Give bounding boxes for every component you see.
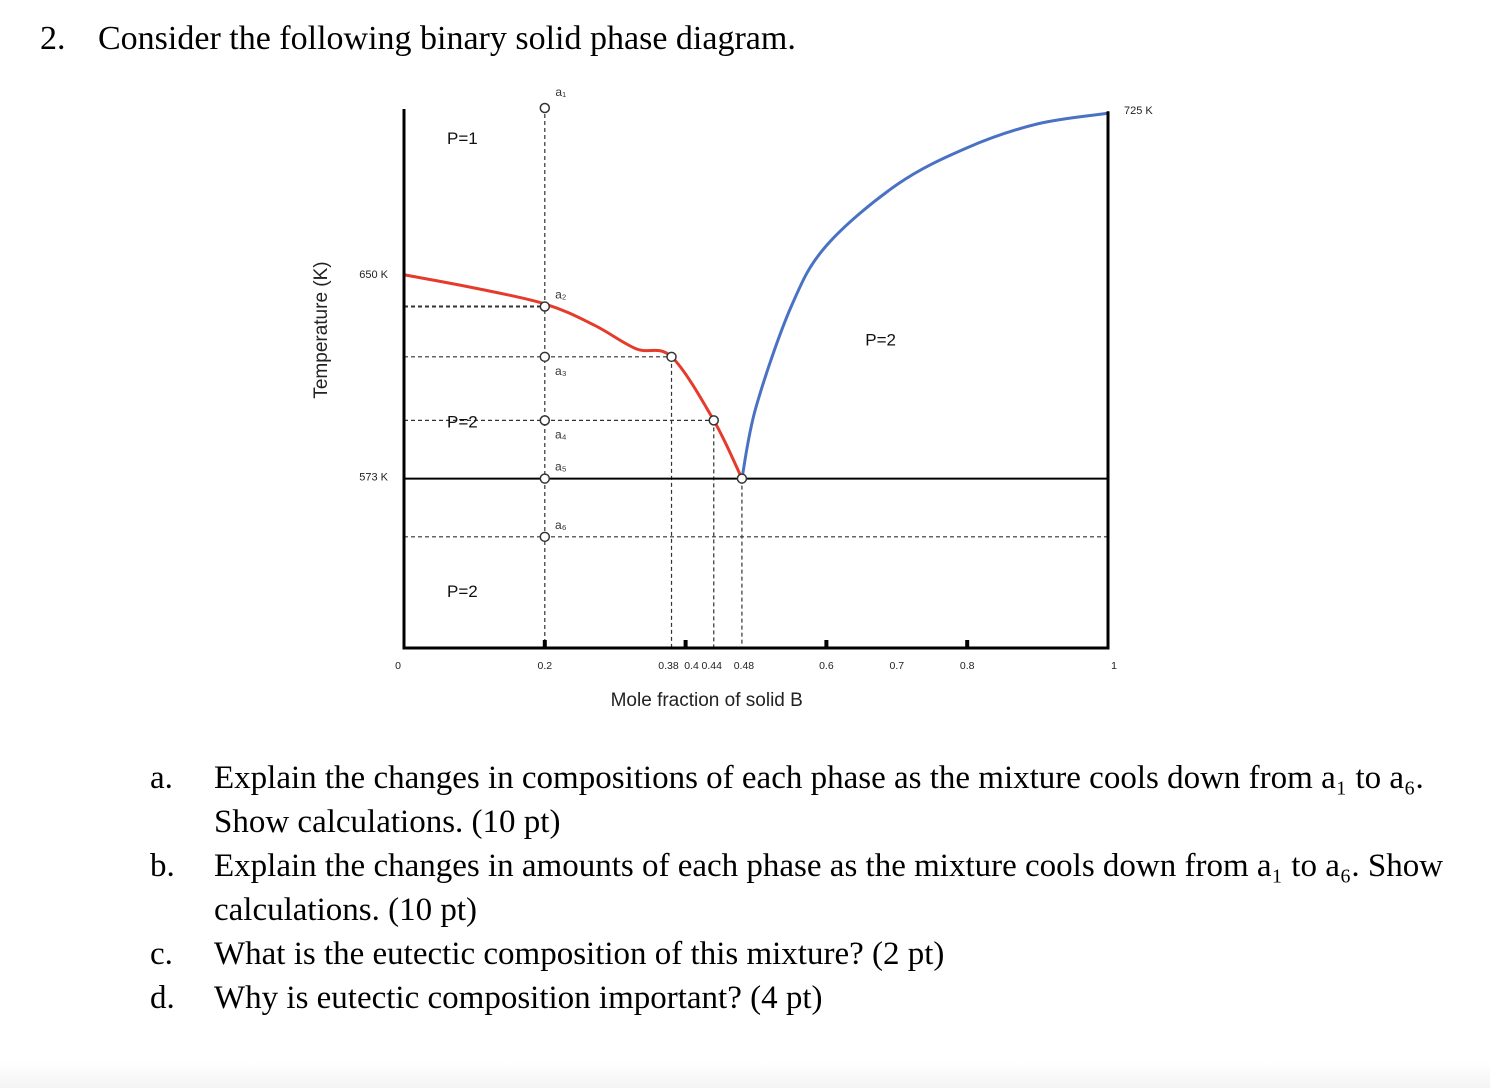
x-tick-mark (683, 640, 688, 648)
temp-label-650: 650 K (359, 269, 388, 281)
state-point-label: a₂ (555, 288, 567, 302)
liquidus-b-curve (740, 111, 1109, 479)
state-point-label: a₃ (555, 364, 567, 378)
state-points (539, 102, 748, 543)
state-point (539, 301, 551, 312)
subquestion-letter: d. (150, 980, 175, 1016)
subquestion-item: a. Explain the changes in compositions of… (150, 756, 1480, 844)
subquestion-letter: b. (150, 848, 175, 884)
state-point (539, 531, 551, 543)
region-label: P=2 (447, 412, 478, 431)
liquidus-intersection-point (708, 415, 720, 426)
state-point-label: a₁ (555, 85, 566, 99)
page-footer-band (0, 1062, 1490, 1088)
liquidus-intersection-point (666, 351, 677, 363)
subquestion-text: Explain the changes in amounts of each p… (214, 848, 1444, 928)
state-point (539, 415, 551, 426)
subquestion-list: a. Explain the changes in compositions of… (150, 756, 1480, 1020)
state-point (539, 102, 551, 114)
state-point (539, 351, 551, 363)
x-tick-label: 0.38 (658, 660, 679, 672)
subquestion-letter: c. (150, 936, 173, 972)
state-point-label: a₆ (555, 518, 567, 532)
subquestion-text: What is the eutectic composition of this… (214, 936, 945, 972)
question-prompt: Consider the following binary solid phas… (98, 20, 796, 57)
subquestion-item: c. What is the eutectic composition of th… (150, 932, 1480, 976)
x-tick-label: 0.4 (684, 660, 699, 672)
region-label: P=2 (865, 330, 896, 349)
x-tick-label: 0.2 (537, 660, 552, 672)
subquestion-letter: a. (150, 760, 173, 796)
dashed-guide-lines (404, 114, 1108, 648)
subquestion-text: Explain the changes in compositions of e… (214, 760, 1424, 840)
question-number: 2. (40, 20, 66, 57)
state-point-label: a₅ (555, 460, 567, 474)
x-tick-label: 0 (395, 660, 401, 672)
region-label: P=2 (447, 582, 478, 601)
temp-label-725: 725 K (1124, 105, 1153, 117)
liquidus-intersection-point (736, 473, 748, 484)
temp-label-573: 573 K (359, 472, 388, 484)
phase-diagram: 0 0.2 0.38 0.4 0.44 0.48 0.6 0.7 0.8 1 Mole fracti… (311, 85, 1153, 711)
x-tick-label: 0.6 (819, 660, 834, 672)
x-tick-label: 0.44 (702, 660, 723, 672)
liquidus-curves (403, 111, 1109, 480)
x-tick-label: 0.48 (734, 660, 755, 672)
diagram-labels: 0 0.2 0.38 0.4 0.44 0.48 0.6 0.7 0.8 1 Mole fracti… (311, 85, 1153, 711)
x-tick-label: 0.8 (960, 660, 975, 672)
subquestion-item: b. Explain the changes in amounts of each… (150, 844, 1480, 932)
x-tick-label: 0.7 (889, 660, 904, 672)
region-label: P=1 (447, 129, 478, 148)
liquidus-a-curve (403, 273, 744, 480)
state-point-label: a₄ (555, 427, 567, 441)
y-axis-title: Temperature (K) (311, 261, 332, 398)
axes (402, 109, 1110, 650)
subquestion-item: d. Why is eutectic composition important?… (150, 976, 1480, 1020)
x-tick-mark (824, 640, 829, 648)
question-heading: 2. Consider the following binary solid ph… (40, 20, 796, 58)
x-tick-mark (542, 640, 547, 648)
state-point (539, 473, 551, 484)
x-tick-mark (965, 640, 970, 648)
x-tick-label: 1 (1111, 660, 1117, 672)
subquestion-text: Why is eutectic composition important? (… (214, 980, 823, 1016)
x-axis-title: Mole fraction of solid B (611, 690, 803, 711)
